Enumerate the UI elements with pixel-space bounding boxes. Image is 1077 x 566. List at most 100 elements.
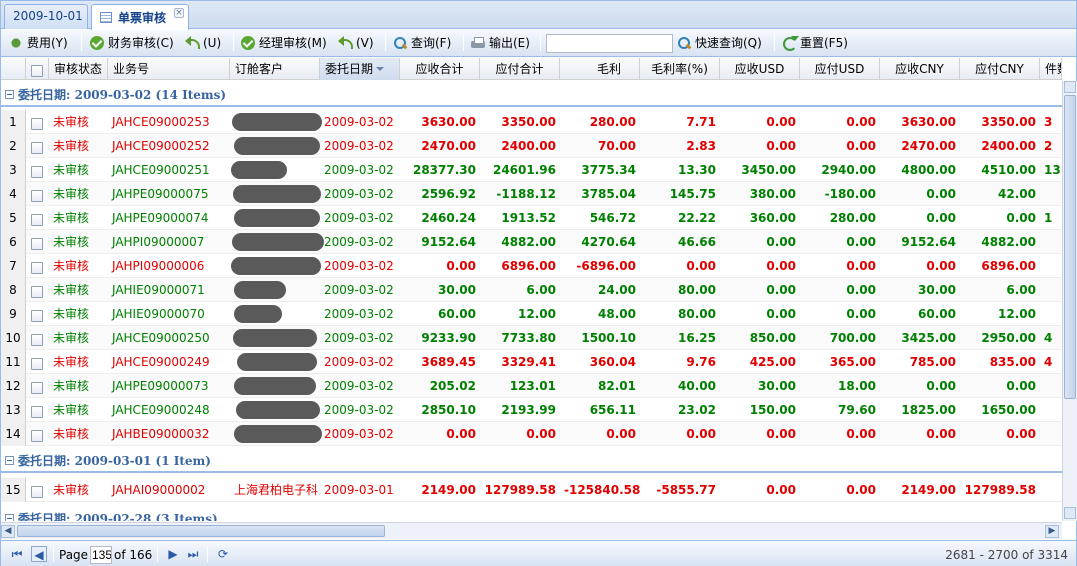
table-row[interactable]: 7 未审核 JAHPI09000006 2009-03-02 0.00 6896.00 -6… xyxy=(1,254,1062,278)
quick-query-button[interactable]: 快速查询(Q) xyxy=(677,34,762,52)
fee-button[interactable]: 费用(Y) xyxy=(9,34,68,52)
select-all-checkbox[interactable] xyxy=(31,65,43,77)
row-checkbox[interactable] xyxy=(31,406,43,418)
refresh-icon[interactable]: ⟳ xyxy=(217,547,229,561)
table-row[interactable]: 11 未审核 JAHCE09000249 2009-03-02 3689.45 3329.… xyxy=(1,350,1062,374)
cell-biz: JAHIE09000070 xyxy=(112,307,205,321)
prev-page-icon[interactable]: ◀ xyxy=(31,546,47,562)
cell-biz: JAHPE09000075 xyxy=(112,187,209,201)
quick-query-input[interactable] xyxy=(546,34,673,53)
close-icon[interactable]: × xyxy=(174,8,184,18)
row-checkbox[interactable] xyxy=(31,286,43,298)
header-commission-date[interactable]: 委托日期 xyxy=(320,58,400,80)
row-checkbox[interactable] xyxy=(31,190,43,202)
header-total-payable[interactable]: 应付合计 xyxy=(480,58,560,80)
undo-u-button[interactable]: (U) xyxy=(185,34,221,52)
undo-v-button[interactable]: (V) xyxy=(338,34,374,52)
finance-audit-button[interactable]: 财务审核(C) xyxy=(90,34,174,52)
row-checkbox[interactable] xyxy=(31,262,43,274)
row-checkbox[interactable] xyxy=(31,238,43,250)
table-row[interactable]: 5 未审核 JAHPE09000074 2009-03-02 2460.24 1913.5… xyxy=(1,206,1062,230)
last-page-icon[interactable]: ⏭ xyxy=(187,547,199,561)
cell-biz: JAHCE09000248 xyxy=(112,403,210,417)
cell-recv: 2460.24 xyxy=(421,211,476,225)
vertical-scroll-thumb[interactable] xyxy=(1064,95,1076,399)
scroll-down-arrow[interactable] xyxy=(1064,507,1076,519)
group-header[interactable]: 委托日期: 2009-03-02 (14 Items) xyxy=(1,81,1062,107)
tab-date[interactable]: 2009-10-01 xyxy=(4,4,88,29)
cell-pay: -1188.12 xyxy=(496,187,556,201)
tab-ticket-audit[interactable]: 单票审核 × xyxy=(91,4,189,30)
row-number: 8 xyxy=(1,278,26,302)
table-row[interactable]: 2 未审核 JAHCE09000252 2009-03-02 2470.00 2400.0… xyxy=(1,134,1062,158)
export-button[interactable]: 输出(E) xyxy=(471,34,530,52)
row-checkbox-cell xyxy=(26,182,49,206)
separator xyxy=(540,35,541,51)
table-row[interactable]: 9 未审核 JAHIE09000070 2009-03-02 60.00 12.00 48.… xyxy=(1,302,1062,326)
scroll-right-arrow[interactable]: ▶ xyxy=(1045,525,1059,538)
header-receivable-usd[interactable]: 应收USD xyxy=(720,58,800,80)
row-checkbox[interactable] xyxy=(31,334,43,346)
cell-pusd: 2940.00 xyxy=(821,163,876,177)
cell-recv: 2596.92 xyxy=(421,187,476,201)
table-row[interactable]: 12 未审核 JAHPE09000073 2009-03-02 205.02 123.01… xyxy=(1,374,1062,398)
table-row[interactable]: 15 未审核 JAHAI09000002 上海君柏电子科 2009-03-01 2149.… xyxy=(1,478,1062,502)
row-checkbox[interactable] xyxy=(31,166,43,178)
header-booking-customer[interactable]: 订舱客户 xyxy=(230,58,320,80)
header-audit-status[interactable]: 审核状态 xyxy=(49,58,108,80)
header-payable-cny[interactable]: 应付CNY xyxy=(960,58,1040,80)
table-row[interactable]: 13 未审核 JAHCE09000248 2009-03-02 2850.10 2193.… xyxy=(1,398,1062,422)
cell-pcs: 2 xyxy=(1044,139,1053,153)
cell-rate: 0.00 xyxy=(686,259,716,273)
scroll-left-arrow[interactable]: ◀ xyxy=(1,525,15,538)
row-checkbox[interactable] xyxy=(31,214,43,226)
manager-audit-button[interactable]: 经理审核(M) xyxy=(241,34,327,52)
table-row[interactable]: 1 未审核 JAHCE09000253 2009-03-02 3630.00 3350.0… xyxy=(1,110,1062,134)
row-checkbox[interactable] xyxy=(31,486,43,498)
header-total-receivable[interactable]: 应收合计 xyxy=(400,58,480,80)
table-row[interactable]: 10 未审核 JAHCE09000250 2009-03-02 9233.90 7733.… xyxy=(1,326,1062,350)
next-page-icon[interactable]: ▶ xyxy=(168,547,178,561)
collapse-icon[interactable] xyxy=(5,90,14,99)
horizontal-scroll-thumb[interactable] xyxy=(17,525,385,537)
row-checkbox[interactable] xyxy=(31,142,43,154)
group-header[interactable]: 委托日期: 2009-02-28 (3 Items) xyxy=(1,505,1062,521)
table-row[interactable]: 8 未审核 JAHIE09000071 2009-03-02 30.00 6.00 24.0… xyxy=(1,278,1062,302)
horizontal-scrollbar[interactable]: ◀ ▶ xyxy=(1,522,1062,539)
vertical-scrollbar[interactable] xyxy=(1062,81,1077,521)
page-number-input[interactable] xyxy=(90,546,112,564)
header-receivable-cny[interactable]: 应收CNY xyxy=(880,58,960,80)
row-checkbox[interactable] xyxy=(31,310,43,322)
row-checkbox[interactable] xyxy=(31,382,43,394)
row-checkbox[interactable] xyxy=(31,118,43,130)
header-checkbox-cell xyxy=(26,58,49,80)
table-row[interactable]: 14 未审核 JAHBE09000032 2009-03-02 0.00 0.00 0.00… xyxy=(1,422,1062,446)
row-checkbox-cell xyxy=(26,398,49,422)
separator xyxy=(207,546,208,562)
reset-button[interactable]: 重置(F5) xyxy=(782,34,848,52)
header-pieces[interactable]: 件数 xyxy=(1040,58,1062,80)
table-row[interactable]: 6 未审核 JAHPI09000007 2009-03-02 9152.64 4882.0… xyxy=(1,230,1062,254)
row-checkbox[interactable] xyxy=(31,358,43,370)
header-gross-profit[interactable]: 毛利 xyxy=(560,58,640,80)
cell-biz: JAHCE09000253 xyxy=(112,115,210,129)
table-row[interactable]: 3 未审核 JAHCE09000251 2009-03-02 28377.30 24601… xyxy=(1,158,1062,182)
cell-pcs xyxy=(1040,254,1062,278)
cell-biz: JAHCE09000251 xyxy=(112,163,210,177)
collapse-icon[interactable] xyxy=(5,514,14,521)
scroll-up-arrow[interactable] xyxy=(1064,81,1076,93)
cell-pusd: 0.00 xyxy=(846,307,876,321)
row-checkbox[interactable] xyxy=(31,430,43,442)
cell-pusd: 0.00 xyxy=(846,115,876,129)
table-row[interactable]: 4 未审核 JAHPE09000075 2009-03-02 2596.92 -1188.… xyxy=(1,182,1062,206)
header-profit-rate[interactable]: 毛利率(%) xyxy=(640,58,720,80)
first-page-icon[interactable]: ⏮ xyxy=(11,547,23,561)
header-rownum xyxy=(1,58,26,80)
header-business-no[interactable]: 业务号 xyxy=(108,58,230,80)
header-commission-date-label: 委托日期 xyxy=(325,62,374,76)
query-button[interactable]: 查询(F) xyxy=(393,34,451,52)
collapse-icon[interactable] xyxy=(5,456,14,465)
header-payable-usd[interactable]: 应付USD xyxy=(800,58,880,80)
cell-status: 未审核 xyxy=(53,187,90,201)
group-header[interactable]: 委托日期: 2009-03-01 (1 Item) xyxy=(1,447,1062,473)
